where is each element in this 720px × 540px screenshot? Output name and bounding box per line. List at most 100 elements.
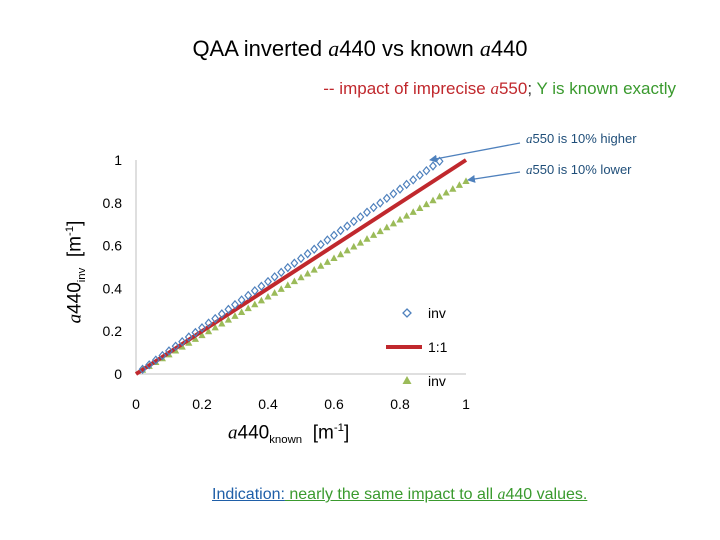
data-point-higher: [396, 184, 404, 194]
data-point-higher: [178, 336, 187, 347]
x-axis-label: a440known [m-1]: [228, 422, 350, 447]
data-point-lower: [205, 327, 213, 335]
data-point-lower: [284, 281, 292, 289]
annotation-arrow-lower: [467, 171, 521, 183]
data-point-higher: [415, 170, 424, 180]
y-tick-label: 0.8: [103, 195, 123, 211]
legend: inv 1:1 inv: [386, 305, 448, 389]
data-point-higher: [184, 332, 193, 342]
data-point-higher: [158, 350, 167, 361]
annotation-a550-lower: a550 is 10% lower: [526, 162, 632, 177]
title-a-symbol-2: a: [479, 36, 491, 61]
data-point-lower: [244, 304, 252, 312]
data-point-higher: [363, 207, 371, 217]
data-point-higher: [211, 313, 220, 324]
x-tick-label: 0.4: [258, 396, 278, 412]
x-tick-label: 0: [132, 396, 140, 412]
x-tick-label: 0.2: [192, 396, 212, 412]
data-point-higher: [429, 161, 437, 171]
data-point-lower: [376, 227, 384, 235]
y-tick-label: 0.6: [103, 238, 123, 254]
data-point-higher: [349, 216, 358, 227]
data-point-lower: [323, 258, 331, 265]
data-point-lower: [409, 208, 417, 215]
data-point-higher: [422, 165, 431, 176]
indication-note: Indication: nearly the same impact to al…: [212, 486, 588, 503]
data-point-lower: [343, 246, 351, 254]
data-point-higher: [151, 355, 160, 365]
data-point-lower: [337, 250, 345, 258]
data-point-higher: [138, 364, 147, 375]
data-point-lower: [277, 285, 285, 292]
legend-marker-lower: [402, 376, 412, 384]
data-point-lower: [370, 231, 378, 238]
data-point-lower: [290, 277, 298, 285]
chart-title: QAA inverted a440 vs known a440: [192, 36, 528, 61]
data-point-lower: [416, 204, 424, 211]
data-point-higher: [316, 239, 325, 250]
data-point-lower: [191, 335, 199, 342]
data-point-higher: [290, 258, 299, 268]
data-point-higher: [402, 179, 411, 190]
data-point-higher: [191, 327, 200, 338]
legend-label-higher: inv: [428, 305, 446, 321]
data-point-higher: [310, 244, 319, 254]
legend-label-line: 1:1: [428, 339, 448, 355]
axes-layer: 0 0.2 0.4 0.6 0.8 1 0 0.2 0.4 0.6 0.8 1: [103, 152, 471, 412]
data-point-lower: [403, 212, 411, 219]
data-point-lower: [211, 323, 219, 331]
data-point-lower: [264, 292, 272, 300]
data-point-lower: [389, 219, 397, 227]
data-point-higher: [264, 276, 272, 287]
data-point-higher: [198, 323, 206, 333]
data-point-higher: [283, 262, 292, 273]
chart-subtitle: -- impact of imprecise a550; Y is known …: [323, 79, 676, 98]
data-point-lower: [462, 177, 470, 184]
data-point-lower: [436, 192, 444, 200]
y-tick-label: 0.4: [103, 280, 123, 296]
data-point-lower: [383, 223, 391, 231]
data-point-higher: [330, 230, 338, 241]
data-point-higher: [303, 249, 312, 259]
data-point-higher: [250, 286, 259, 296]
data-point-higher: [270, 272, 279, 282]
annotation-arrow-higher: [429, 142, 521, 163]
data-point-higher: [297, 253, 305, 264]
data-point-lower: [363, 235, 371, 242]
data-point-lower: [271, 289, 279, 296]
data-point-lower: [304, 269, 312, 277]
marks-layer: [134, 156, 470, 376]
data-point-lower: [330, 254, 338, 262]
data-point-lower: [251, 300, 259, 308]
data-point-higher: [231, 299, 239, 310]
data-point-lower: [455, 181, 463, 188]
legend-label-lower: inv: [428, 373, 446, 389]
data-point-lower: [238, 308, 246, 315]
y-tick-label: 0: [114, 366, 122, 382]
data-point-lower: [198, 331, 206, 339]
data-point-lower: [449, 185, 457, 192]
data-point-higher: [376, 198, 385, 208]
data-point-lower: [429, 196, 437, 204]
data-point-lower: [350, 242, 358, 250]
data-point-lower: [356, 239, 364, 246]
data-point-higher: [323, 235, 332, 245]
data-point-higher: [369, 202, 378, 213]
y-tick-label: 1: [114, 152, 122, 168]
data-point-higher: [204, 318, 213, 328]
y-tick-label: 0.2: [103, 323, 123, 339]
data-point-higher: [257, 281, 266, 291]
legend-marker-higher: [402, 308, 412, 318]
data-point-higher: [343, 221, 352, 231]
data-point-higher: [237, 295, 246, 305]
data-point-lower: [317, 262, 325, 269]
data-point-higher: [165, 346, 173, 356]
data-point-lower: [218, 319, 226, 327]
data-point-lower: [231, 312, 239, 319]
x-tick-label: 0.6: [324, 396, 344, 412]
data-point-lower: [310, 265, 318, 273]
data-point-higher: [145, 360, 154, 370]
data-point-higher: [244, 290, 253, 301]
data-point-higher: [336, 225, 345, 236]
